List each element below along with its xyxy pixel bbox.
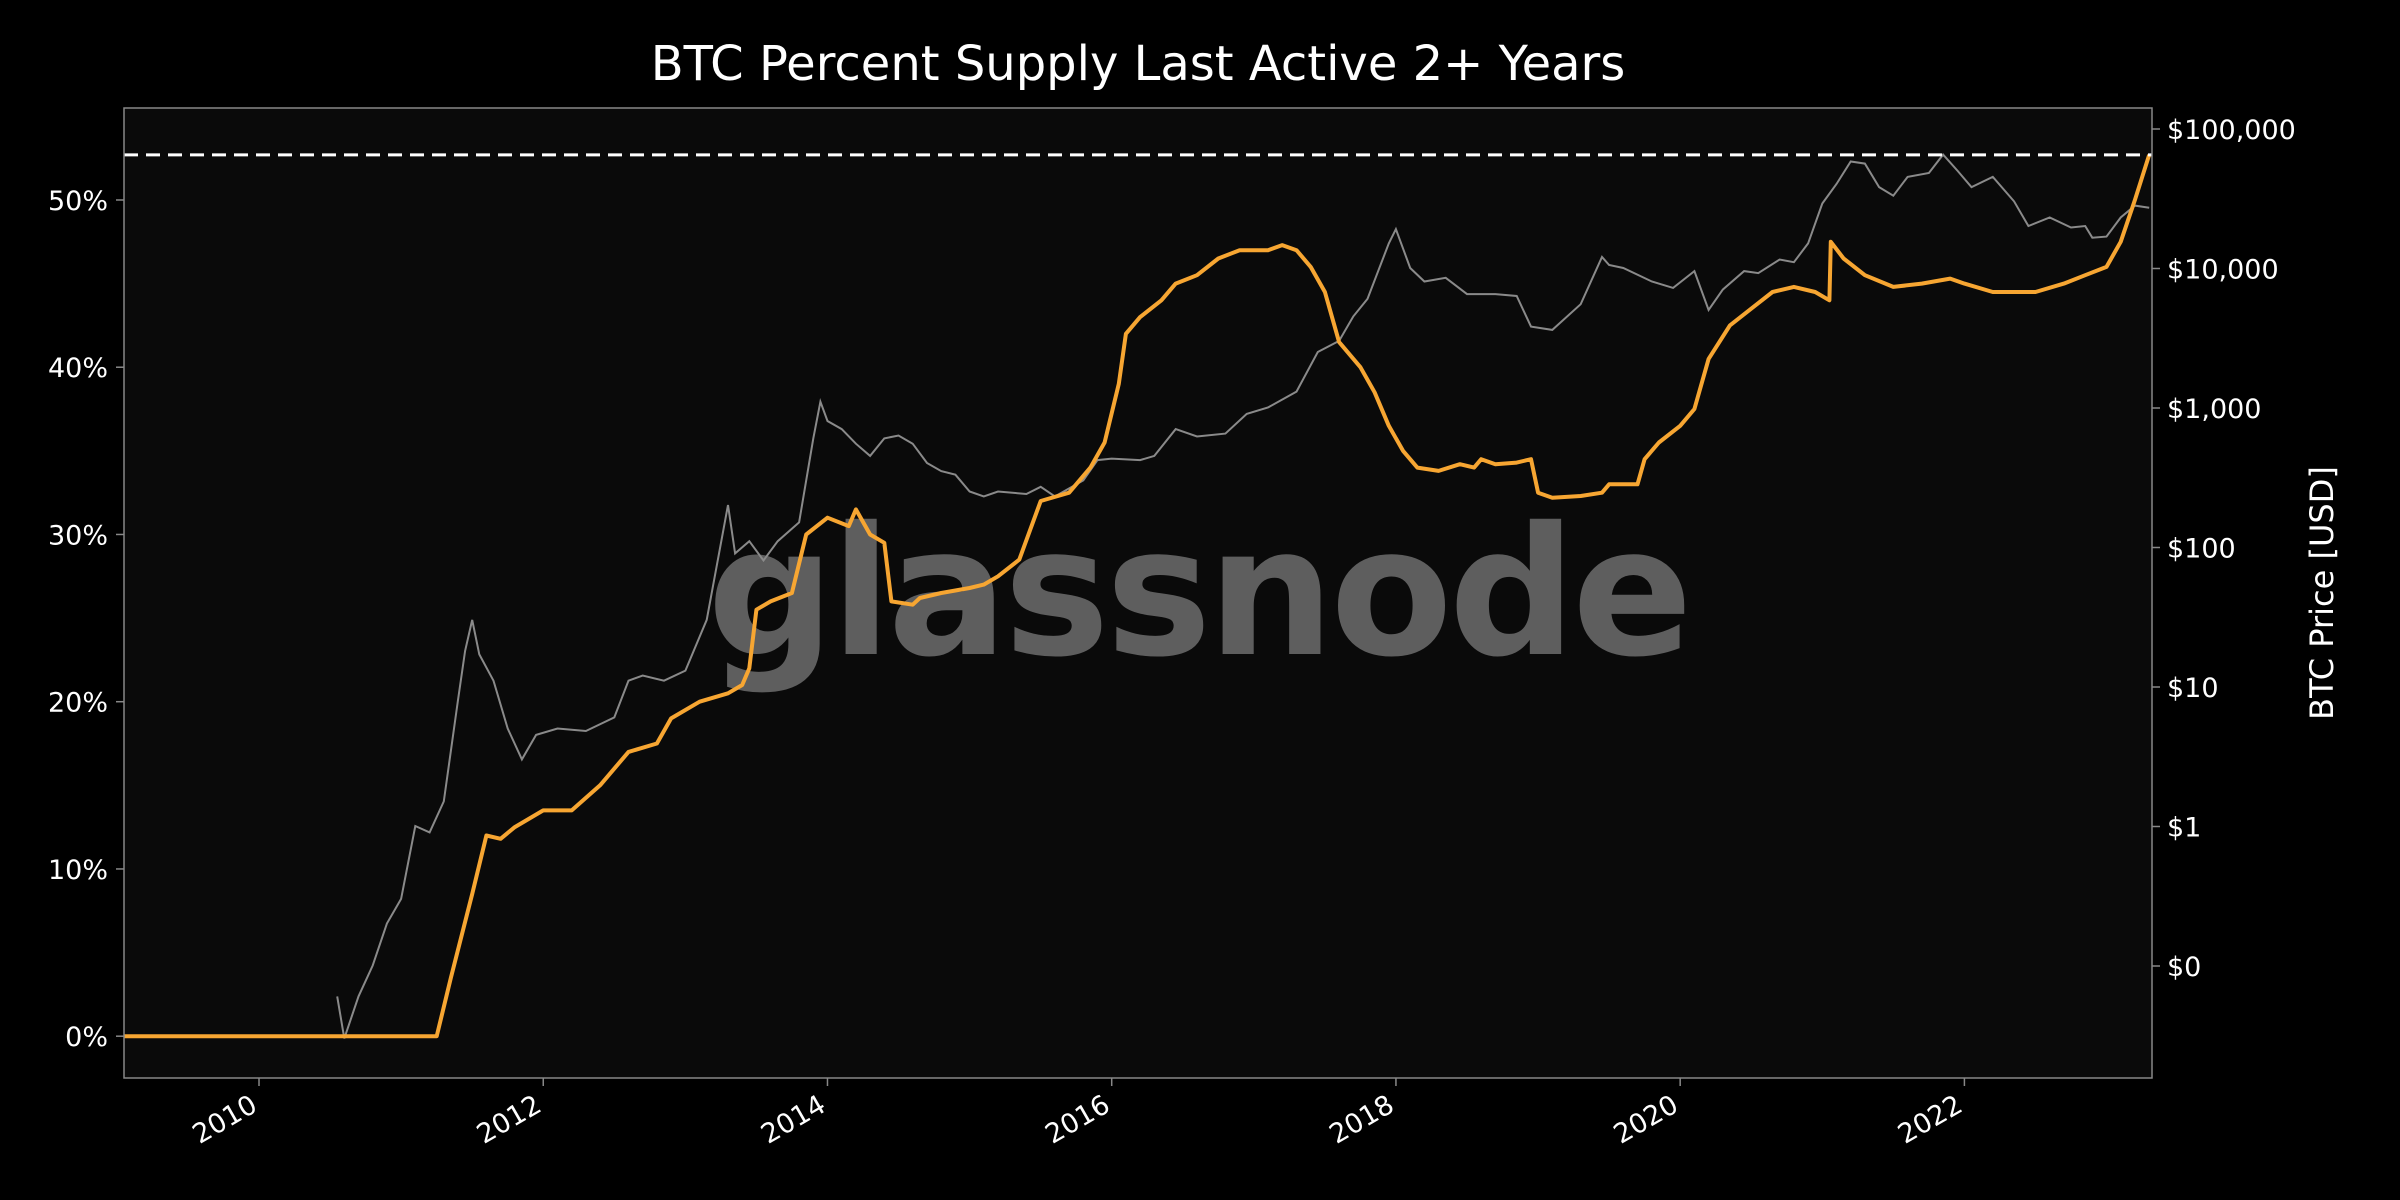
y-left-tick-label: 20%: [48, 688, 108, 719]
y-left-tick-label: 40%: [48, 353, 108, 384]
y-right-tick-label: $10: [2167, 673, 2219, 704]
supply-series: [124, 154, 2152, 1039]
btc-price-series: [336, 153, 2150, 1039]
y-right-tick-label: $1: [2167, 813, 2201, 844]
y-right-tick-label: $1,000: [2167, 394, 2261, 425]
plot-frame: [123, 107, 2153, 1079]
y-left-tick-label: 30%: [48, 520, 108, 551]
supply-line: [124, 154, 2152, 1039]
y-right-tick-label: $100: [2167, 534, 2236, 565]
y-right-axis-label: BTC Price [USD]: [2303, 466, 2341, 720]
y-left-tick-label: 0%: [65, 1022, 108, 1053]
y-right-tick-label: $100,000: [2167, 115, 2296, 146]
btc-price-line: [336, 153, 2150, 1039]
chart-title: BTC Percent Supply Last Active 2+ Years: [651, 36, 1626, 92]
y-right-axis: $0 $1 $10 $100 $1,000 $10,000 $100,000: [2152, 115, 2296, 983]
y-right-tick-label: $0: [2167, 952, 2201, 983]
y-left-axis: 0% 10% 20% 30% 40% 50%: [48, 186, 124, 1053]
y-right-tick-label: $10,000: [2167, 255, 2279, 286]
watermark: glassnode: [707, 489, 1689, 696]
y-left-tick-label: 10%: [48, 855, 108, 886]
y-left-tick-label: 50%: [48, 186, 108, 217]
plot-area: [124, 108, 2152, 1078]
